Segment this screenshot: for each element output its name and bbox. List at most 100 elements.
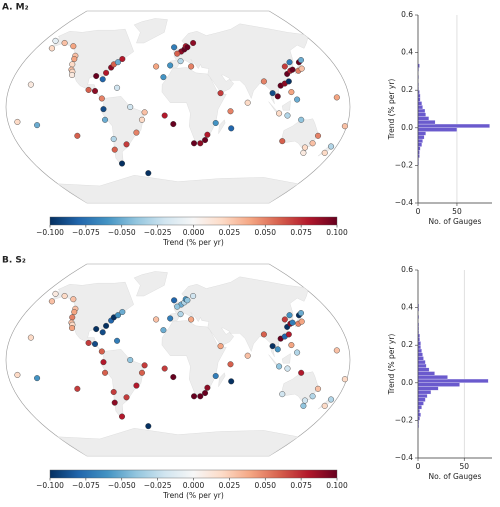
gauge-point xyxy=(141,109,148,116)
gauge-point xyxy=(188,316,195,323)
gauge-point xyxy=(141,362,148,369)
histogram-bar xyxy=(417,101,423,106)
land xyxy=(57,175,299,204)
gauge-point xyxy=(98,348,105,355)
gauge-point xyxy=(184,44,191,51)
gauge-point xyxy=(145,170,152,177)
gauge-point xyxy=(202,137,209,144)
gauge-point xyxy=(294,96,301,103)
gauge-point xyxy=(153,316,160,323)
gauge-point xyxy=(309,393,316,400)
y-tick-label: 0.6 xyxy=(401,265,413,274)
gauge-point xyxy=(289,319,296,326)
histogram-bar xyxy=(417,116,430,121)
gauge-point xyxy=(279,138,286,145)
y-tick-label: 0.2 xyxy=(401,340,413,349)
gauge-point xyxy=(212,119,219,126)
gauge-point xyxy=(197,393,204,400)
gauge-point xyxy=(138,116,145,123)
gauge-point xyxy=(99,76,106,83)
colorbar-tick-label: 0.050 xyxy=(255,481,277,490)
colorbar-tick-label: −0.075 xyxy=(72,228,100,237)
land xyxy=(168,276,309,357)
gauge-point xyxy=(227,361,234,368)
gauge-point xyxy=(70,296,77,303)
gauge-point xyxy=(321,402,328,409)
gauge-point xyxy=(69,71,76,78)
gauge-point xyxy=(161,365,168,372)
gauge-point xyxy=(119,56,126,63)
gauge-point xyxy=(204,384,211,391)
histogram-bar xyxy=(417,105,423,110)
gauge-point xyxy=(197,140,204,147)
gauge-point xyxy=(110,135,117,142)
x-tick-label: 0 xyxy=(416,462,421,471)
y-tick-label: 0.4 xyxy=(401,303,413,312)
gauge-point xyxy=(341,376,348,383)
gauge-point xyxy=(114,337,121,344)
gauge-point xyxy=(279,391,286,398)
colorbar-tick-label: 0.025 xyxy=(219,228,241,237)
y-tick-label: −0.2 xyxy=(395,160,413,169)
panel-title: B. S₂ xyxy=(2,256,26,266)
land xyxy=(133,18,168,44)
gauge-point xyxy=(99,329,106,336)
histogram-bar xyxy=(417,108,426,113)
gauge-point xyxy=(274,346,281,353)
gauge-point xyxy=(228,125,235,132)
colorbar-tick-label: −0.025 xyxy=(144,228,172,237)
gauge-point xyxy=(286,312,293,319)
gauge-point xyxy=(34,375,41,382)
gauge-point xyxy=(202,390,209,397)
gauge-point xyxy=(123,141,130,148)
histogram-bar xyxy=(417,135,425,140)
histogram-bar xyxy=(417,131,426,136)
histogram-bar xyxy=(417,138,423,143)
gauge-point xyxy=(167,315,174,322)
colorbar-tick-label: 0.025 xyxy=(219,481,241,490)
gauge-point xyxy=(289,66,296,73)
colorbar-tick-label: −0.050 xyxy=(108,481,136,490)
gauge-point xyxy=(281,63,288,70)
gauge-point xyxy=(276,363,283,370)
gauge-point xyxy=(244,99,251,106)
gauge-point xyxy=(48,298,55,305)
gauge-point xyxy=(269,343,276,350)
x-tick-label: 0 xyxy=(416,207,421,216)
colorbar-label: Trend (% per yr) xyxy=(162,238,224,247)
colorbar-tick-label: 0.075 xyxy=(290,228,312,237)
land xyxy=(133,271,168,297)
gauge-point xyxy=(298,369,305,376)
gauge-point xyxy=(171,44,178,51)
gauge-point xyxy=(315,132,322,139)
y-tick-label: 0.2 xyxy=(401,85,413,94)
gauge-point xyxy=(52,290,59,297)
gauge-point xyxy=(92,341,99,348)
colorbar-tick-label: −0.050 xyxy=(108,228,136,237)
gauge-point xyxy=(177,311,184,318)
gauge-point xyxy=(298,65,305,72)
gauge-point xyxy=(114,59,121,66)
gauge-point xyxy=(85,339,92,346)
gauge-point xyxy=(188,63,195,70)
y-tick-label: −0.4 xyxy=(395,198,413,207)
gauge-point xyxy=(69,325,76,332)
colorbar xyxy=(49,469,338,479)
x-tick-label: 50 xyxy=(459,462,469,471)
gauge-point xyxy=(328,396,335,403)
histogram-bar xyxy=(417,371,435,376)
gauge-point xyxy=(321,149,328,156)
colorbar-label: Trend (% per yr) xyxy=(162,491,224,500)
colorbar-tick-label: −0.100 xyxy=(36,228,64,237)
land xyxy=(281,100,291,111)
gauge-point xyxy=(294,349,301,356)
histogram-bar xyxy=(417,356,424,361)
histogram-bar xyxy=(417,123,490,128)
colorbar-tick-label: 0.000 xyxy=(183,228,205,237)
colorbar xyxy=(49,216,338,226)
histogram-bar xyxy=(417,120,436,125)
histogram-bar xyxy=(417,348,422,353)
gauge-point xyxy=(14,371,21,378)
y-axis-label: Trend (% per yr) xyxy=(387,334,396,396)
gauge-point xyxy=(74,385,81,392)
